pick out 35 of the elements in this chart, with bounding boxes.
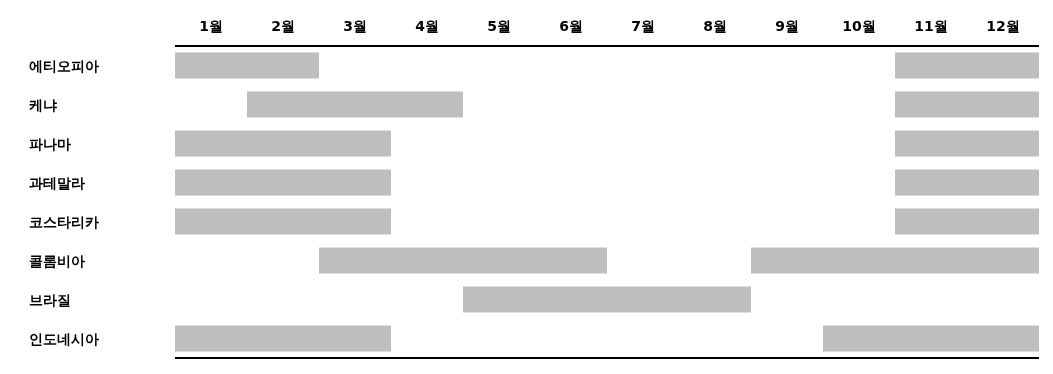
x-tick-label: 3월 [343,18,367,34]
bar [175,169,391,196]
bar [175,325,391,352]
x-tick-label: 11월 [914,18,948,34]
x-tick-label: 4월 [415,18,439,34]
bar [895,169,1039,196]
bar [175,208,391,235]
y-tick-label: 콜롬비아 [29,252,85,269]
y-tick-label: 브라질 [29,291,71,308]
bar [895,208,1039,235]
bar [463,286,751,313]
x-tick-label: 8월 [703,18,727,34]
bar [895,52,1039,79]
y-tick-label: 케냐 [29,96,57,113]
bar [895,91,1039,118]
x-tick-label: 5월 [487,18,511,34]
y-tick-label: 에티오피아 [29,57,99,74]
x-tick-label: 12월 [986,18,1020,34]
x-tick-label: 10월 [842,18,876,34]
bar [175,130,391,157]
y-tick-label: 코스타리카 [29,213,99,230]
bar [823,325,1039,352]
x-tick-label: 2월 [271,18,295,34]
bar [895,130,1039,157]
bar [247,91,463,118]
bar [175,52,319,79]
bar [751,247,1039,274]
y-tick-label: 파나마 [29,135,71,152]
x-tick-label: 1월 [199,18,223,34]
x-tick-label: 7월 [631,18,655,34]
x-tick-label: 9월 [775,18,799,34]
x-tick-label: 6월 [559,18,583,34]
bar [319,247,607,274]
y-tick-label: 과테말라 [29,174,85,191]
y-tick-label: 인도네시아 [29,330,99,347]
